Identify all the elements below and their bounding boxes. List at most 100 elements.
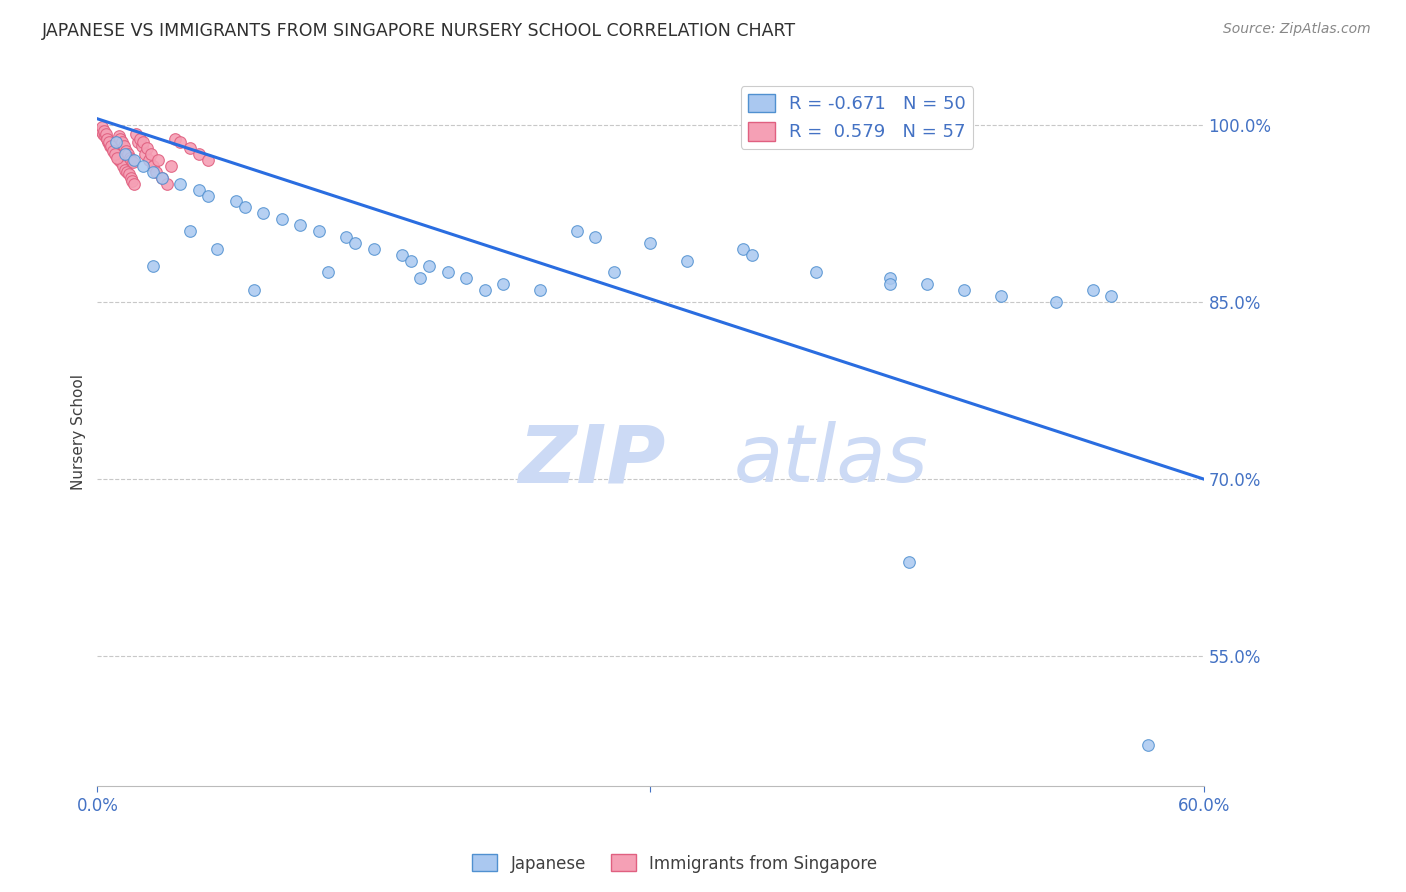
Point <box>91 127 114 141</box>
Point <box>114 147 136 161</box>
Point <box>1081 283 1104 297</box>
Point <box>529 283 551 297</box>
Point <box>676 253 699 268</box>
Text: JAPANESE VS IMMIGRANTS FROM SINGAPORE NURSERY SCHOOL CORRELATION CHART: JAPANESE VS IMMIGRANTS FROM SINGAPORE NU… <box>42 22 796 40</box>
Point <box>101 144 124 158</box>
Point <box>270 212 292 227</box>
Point <box>101 141 124 155</box>
Point <box>169 136 191 150</box>
Y-axis label: Nursery School: Nursery School <box>72 374 86 490</box>
Point <box>100 139 122 153</box>
Point <box>205 242 228 256</box>
Point <box>492 277 515 292</box>
Point <box>115 165 138 179</box>
Point <box>110 132 132 146</box>
Point <box>344 235 367 250</box>
Point <box>118 151 141 165</box>
Point <box>731 242 754 256</box>
Point <box>456 271 478 285</box>
Point <box>134 147 156 161</box>
Point <box>103 144 125 158</box>
Point <box>179 141 201 155</box>
Point <box>98 136 121 150</box>
Point <box>187 183 209 197</box>
Point <box>233 200 256 214</box>
Legend: Japanese, Immigrants from Singapore: Japanese, Immigrants from Singapore <box>465 847 884 880</box>
Point <box>122 177 145 191</box>
Point <box>741 247 763 261</box>
Point <box>111 136 134 150</box>
Text: ZIP: ZIP <box>517 421 665 500</box>
Point <box>98 139 121 153</box>
Point <box>308 224 330 238</box>
Point <box>197 188 219 202</box>
Point <box>990 289 1012 303</box>
Point <box>142 165 165 179</box>
Point <box>583 230 606 244</box>
Point <box>602 265 624 279</box>
Point <box>399 253 422 268</box>
Point <box>120 170 142 185</box>
Point <box>879 271 901 285</box>
Point <box>104 136 127 150</box>
Point <box>139 147 162 161</box>
Point <box>93 123 115 137</box>
Point <box>806 265 828 279</box>
Point <box>1045 294 1067 309</box>
Point <box>409 271 432 285</box>
Point <box>110 155 132 169</box>
Point <box>118 167 141 181</box>
Point <box>122 155 145 169</box>
Point <box>121 174 143 188</box>
Point <box>108 153 131 168</box>
Point <box>107 129 129 144</box>
Point <box>114 162 136 177</box>
Point <box>288 218 311 232</box>
Point <box>97 136 120 150</box>
Point <box>169 177 191 191</box>
Point <box>112 159 135 173</box>
Point <box>335 230 357 244</box>
Point <box>474 283 496 297</box>
Point <box>117 147 139 161</box>
Point <box>1137 738 1160 752</box>
Point <box>150 170 173 185</box>
Point <box>138 153 160 168</box>
Point <box>640 235 662 250</box>
Point <box>391 247 413 261</box>
Point <box>316 265 339 279</box>
Point <box>96 132 118 146</box>
Point <box>145 165 167 179</box>
Point <box>132 136 155 150</box>
Point <box>142 260 165 274</box>
Point <box>131 139 153 153</box>
Point <box>94 127 117 141</box>
Point <box>104 147 127 161</box>
Point <box>125 127 148 141</box>
Point <box>436 265 458 279</box>
Point <box>418 260 440 274</box>
Point <box>132 159 155 173</box>
Point <box>115 144 138 158</box>
Point <box>122 153 145 168</box>
Point <box>105 151 128 165</box>
Point <box>136 141 159 155</box>
Point <box>897 555 920 569</box>
Point <box>150 170 173 185</box>
Point <box>179 224 201 238</box>
Point <box>107 151 129 165</box>
Point <box>112 139 135 153</box>
Point <box>1099 289 1122 303</box>
Point <box>953 283 976 297</box>
Point <box>163 132 186 146</box>
Point <box>565 224 588 238</box>
Text: atlas: atlas <box>734 421 928 500</box>
Point <box>128 132 150 146</box>
Point <box>91 120 114 134</box>
Point <box>156 177 179 191</box>
Point <box>225 194 247 209</box>
Point <box>104 147 127 161</box>
Point <box>93 129 115 144</box>
Point <box>879 277 901 292</box>
Point <box>197 153 219 168</box>
